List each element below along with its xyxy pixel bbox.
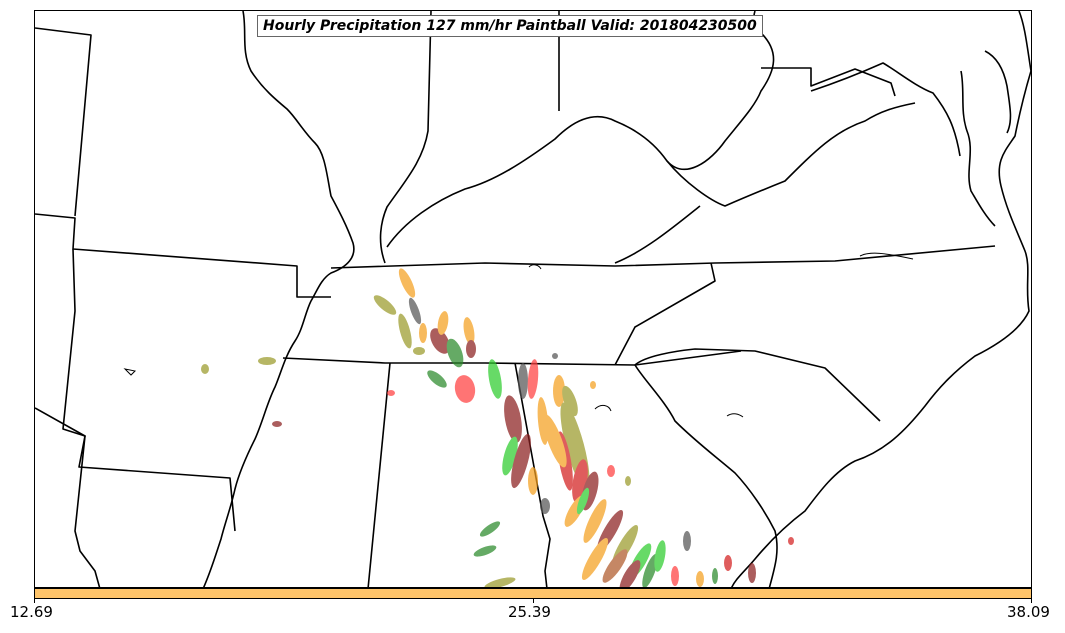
- paintball-blob: [788, 537, 794, 545]
- paintball-blob: [581, 538, 609, 580]
- ga-sc-savannah: [634, 364, 778, 587]
- paintball-blob: [671, 566, 679, 586]
- paintball-blob: [562, 385, 578, 417]
- paintball-blob: [602, 549, 628, 583]
- texas-border: [35, 407, 101, 587]
- paintball-blob: [654, 540, 666, 572]
- delaware-border: [984, 50, 1012, 134]
- atlantic-coast: [731, 11, 1031, 587]
- paintball-blob: [518, 363, 528, 399]
- west-state-border-2: [35, 213, 331, 298]
- paintball-blob: [430, 328, 450, 354]
- colorbar-tick-mark: [34, 599, 35, 603]
- nc-sc-border: [634, 348, 881, 422]
- paintball-blob: [488, 359, 502, 399]
- paintball-blob: [419, 323, 427, 343]
- pa-md-border: [761, 67, 896, 97]
- paintball-blob: [583, 499, 607, 543]
- lake-4: [726, 413, 744, 418]
- ms-al-border: [367, 362, 391, 587]
- paintball-blob: [387, 390, 395, 396]
- paintball-blob: [398, 313, 412, 349]
- colorbar-tick-label-mid: 25.39: [508, 603, 551, 621]
- paintball-blobs: [201, 268, 794, 587]
- paintball-blob: [607, 465, 615, 477]
- paintball-blob: [528, 467, 538, 495]
- paintball-blob: [683, 531, 691, 551]
- paintball-blob: [437, 311, 449, 335]
- colorbar-tick-mark: [1031, 599, 1032, 603]
- paintball-blob: [258, 357, 276, 365]
- paintball-blob: [408, 297, 422, 325]
- paintball-blob: [373, 295, 397, 315]
- colorbar-tick-label-max: 38.09: [1007, 603, 1050, 621]
- paintball-blob: [446, 338, 464, 368]
- paintball-blob: [553, 375, 565, 407]
- ohio-river: [386, 11, 775, 248]
- lake-1: [123, 368, 137, 376]
- paintball-blob: [427, 370, 447, 388]
- paintball-blob: [504, 395, 522, 443]
- md-va-potomac: [810, 62, 961, 157]
- paintball-blob: [527, 359, 539, 399]
- paintball-blob: [619, 560, 641, 587]
- paintball-blob: [454, 375, 476, 403]
- paintball-blob: [502, 436, 518, 476]
- paintball-blob: [625, 476, 631, 486]
- paintball-blob: [748, 563, 756, 583]
- map-canvas: [35, 11, 1031, 587]
- paintball-blob: [590, 381, 596, 389]
- colorbar: [34, 588, 1032, 599]
- state-borders: [35, 11, 1031, 587]
- paintball-blob: [272, 421, 282, 427]
- wv-va-border: [666, 102, 916, 207]
- map-panel: [34, 10, 1032, 588]
- nc-va-line: [614, 262, 716, 366]
- paintball-blob: [712, 568, 718, 584]
- west-state-border-1: [35, 27, 92, 217]
- arkansas-louisiana-border: [62, 248, 236, 532]
- paintball-blob: [552, 353, 558, 359]
- lake-5: [859, 252, 914, 260]
- paintball-blob: [466, 340, 476, 358]
- map-title: Hourly Precipitation 127 mm/hr Paintball…: [257, 15, 763, 37]
- paintball-blob: [473, 545, 497, 557]
- water-features: [123, 252, 914, 418]
- paintball-blob: [543, 414, 567, 468]
- paintball-blob: [463, 317, 475, 345]
- tn-south-border: [282, 350, 742, 366]
- paintball-blob: [696, 571, 704, 587]
- paintball-blob: [724, 555, 732, 571]
- colorbar-tick-mark: [533, 599, 534, 603]
- paintball-blob: [413, 347, 425, 355]
- lake-3: [594, 404, 612, 412]
- colorbar-tick-label-min: 12.69: [10, 603, 53, 621]
- illinois-indiana-border: [379, 11, 432, 264]
- chesapeake-bay: [960, 70, 996, 227]
- paintball-blob: [511, 433, 531, 489]
- paintball-blob: [540, 498, 550, 514]
- paintball-blob: [576, 487, 590, 515]
- al-ga-border: [514, 362, 551, 587]
- paintball-blob: [479, 521, 501, 537]
- ky-va-border: [614, 205, 701, 264]
- paintball-blob: [642, 553, 658, 587]
- lake-2: [528, 264, 542, 270]
- paintball-blob: [398, 268, 416, 298]
- ky-tn-border: [330, 245, 996, 269]
- paintball-blob: [201, 364, 209, 374]
- mississippi-river-border: [202, 11, 355, 587]
- paintball-blob: [484, 577, 516, 587]
